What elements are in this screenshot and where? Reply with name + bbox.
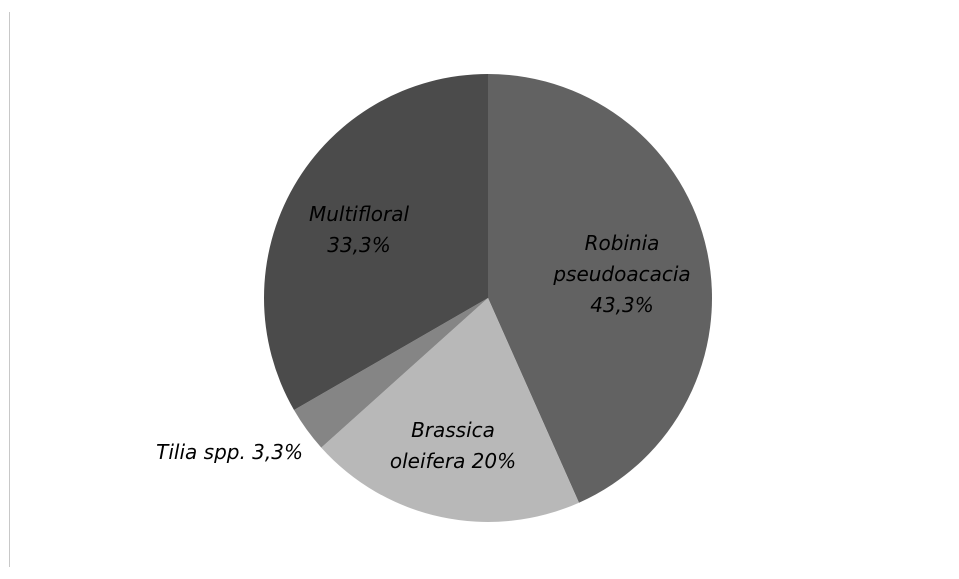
slice-label-line: Robinia: [585, 231, 660, 255]
slice-label-line: 43,3%: [590, 293, 654, 317]
frame-border: [9, 12, 10, 567]
pie-slice: [294, 298, 488, 448]
slice-label-line: pseudoacacia: [552, 262, 690, 286]
slice-label-line: 33,3%: [327, 233, 391, 257]
slice-label-line: Tilia spp. 3,3%: [156, 440, 303, 464]
slice-label: Tilia spp. 3,3%: [156, 440, 303, 464]
slice-label-line: Brassica: [411, 418, 495, 442]
slice-label-line: oleifera 20%: [390, 449, 516, 473]
slice-label: Robinia pseudoacacia 43,3%: [552, 231, 690, 317]
slice-label: Multifloral 33,3%: [309, 202, 410, 257]
slice-label: Brassica oleifera 20%: [390, 418, 516, 473]
slice-label-line: Multifloral: [309, 202, 410, 226]
pie-slice: [488, 74, 712, 503]
pie-slice: [263, 74, 488, 410]
pie-slice: [321, 298, 579, 522]
